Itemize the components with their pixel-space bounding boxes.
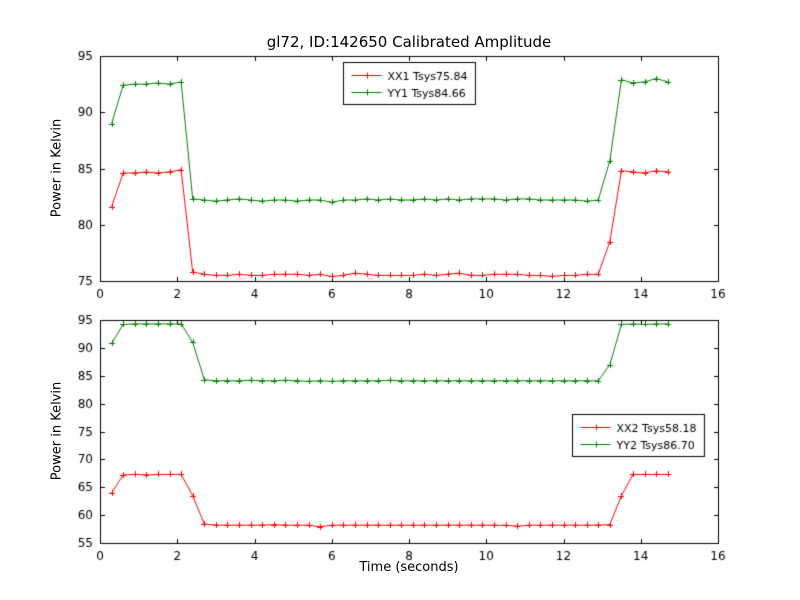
x-axis-label: Time (seconds) xyxy=(359,560,459,575)
y-axis-label-top: Power in Kelvin xyxy=(49,118,65,218)
y-axis-label-bottom: Power in Kelvin xyxy=(49,381,65,481)
chart-title: gl72, ID:142650 Calibrated Amplitude xyxy=(266,33,552,51)
